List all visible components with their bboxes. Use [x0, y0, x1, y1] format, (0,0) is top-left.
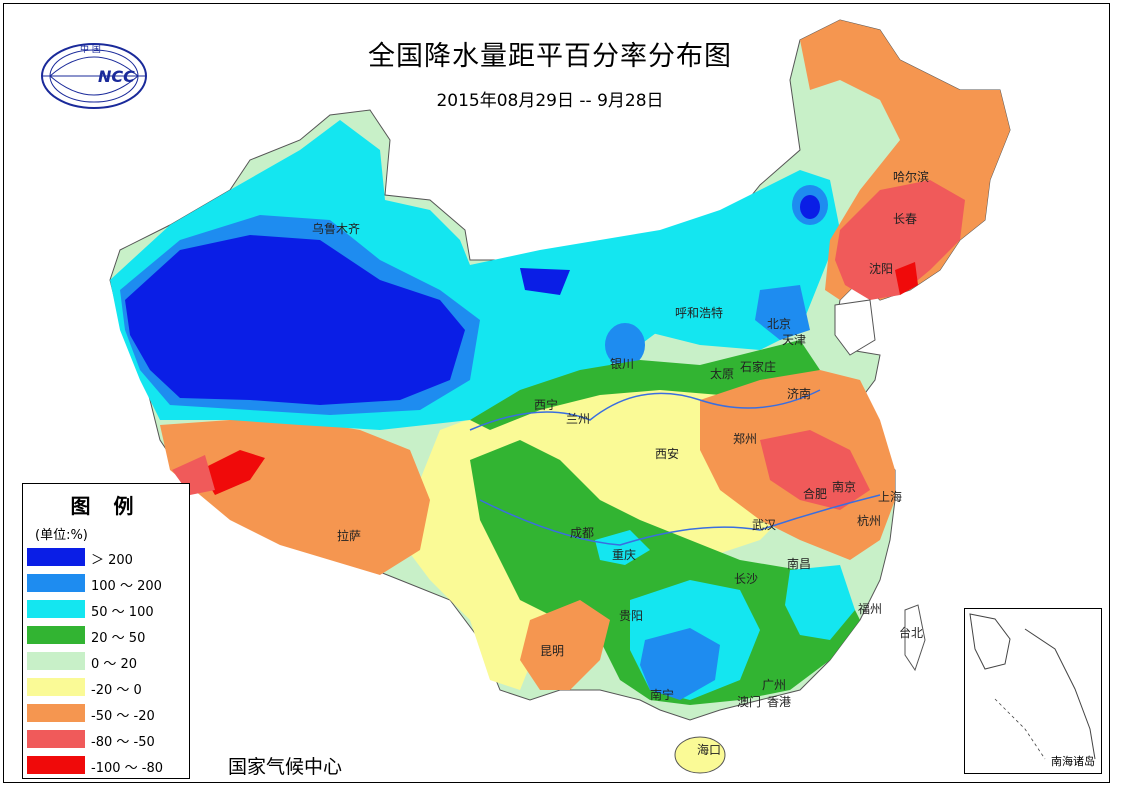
zone-southwest-green: [470, 440, 860, 705]
zone-green-belt: [470, 340, 820, 430]
date-range: 2015年08月29日 -- 9月28日: [436, 91, 664, 111]
legend-swatch: [27, 626, 85, 644]
legend-label: -100 ～ -80: [91, 761, 164, 776]
zone-east-red: [760, 430, 870, 510]
city-label: 贵阳: [619, 609, 644, 623]
city-label: 长沙: [734, 572, 759, 586]
city-label: 长春: [893, 212, 918, 226]
svg-text:NCC: NCC: [98, 67, 135, 86]
city-label: 武汉: [752, 518, 777, 532]
inset-label: 南海诸岛: [1051, 755, 1095, 768]
city-label: 石家庄: [740, 360, 777, 374]
city-label: 重庆: [612, 548, 637, 562]
zone-inner-mongolia-deep: [800, 195, 820, 219]
legend-row: -20 ～ 0: [27, 678, 187, 698]
legend-label: 50 ～ 100: [91, 605, 154, 620]
zone-north-blue: [520, 268, 570, 295]
city-label: 上海: [878, 490, 903, 504]
city-label: 拉萨: [337, 529, 362, 543]
legend-swatch: [27, 730, 85, 748]
legend-label: 100 ～ 200: [91, 579, 162, 594]
legend-label: -20 ～ 0: [91, 683, 142, 698]
zone-beijing-blue: [755, 285, 810, 340]
city-label: 澳门: [737, 695, 762, 709]
zone-chongqing-cyan: [595, 530, 650, 565]
city-label: 西宁: [534, 398, 559, 412]
legend-label: 0 ～ 20: [91, 657, 138, 672]
legend-label: -80 ～ -50: [91, 735, 155, 750]
legend-swatch: [27, 600, 85, 618]
city-label: 北京: [767, 317, 792, 331]
taiwan-island: [904, 604, 926, 672]
map-frame: [3, 3, 1110, 783]
city-label: 南京: [832, 480, 857, 494]
legend-row: 20 ～ 50: [27, 626, 187, 646]
city-label: 郑州: [733, 432, 758, 446]
zone-guangxi-blue: [640, 628, 720, 700]
legend-label: -50 ～ -20: [91, 709, 155, 724]
agency-name: 国家气候中心: [228, 756, 343, 778]
city-label: 杭州: [857, 514, 882, 528]
city-label: 银川: [610, 357, 635, 371]
city-label: 昆明: [540, 644, 565, 658]
city-label: 广州: [762, 678, 787, 692]
city-label: 天津: [782, 333, 807, 347]
legend-title: 图 例: [70, 494, 142, 518]
city-label: 哈尔滨: [893, 170, 930, 184]
legend-swatch: [27, 548, 85, 566]
map-title: 全国降水量距平百分率分布图: [368, 41, 732, 72]
legend-label: ＞ 200: [91, 553, 133, 568]
city-label: 合肥: [803, 487, 828, 501]
zone-north-cyan: [470, 170, 840, 350]
hainan-island: [674, 736, 726, 774]
zone-tibet-red: [200, 450, 265, 495]
legend-row: -100 ～ -80: [27, 756, 187, 776]
svg-text:中 国: 中 国: [80, 43, 101, 55]
city-label: 成都: [570, 526, 595, 540]
legend-row: 50 ～ 100: [27, 600, 187, 620]
zone-northwest-deep: [125, 235, 465, 405]
legend-row: -50 ～ -20: [27, 704, 187, 724]
legend-label: 20 ～ 50: [91, 631, 146, 646]
city-label: 台北: [899, 626, 924, 640]
yangtze-river: [479, 494, 881, 546]
legend-swatch: [27, 574, 85, 592]
zone-shenyang-red: [895, 262, 918, 295]
zone-yinchuan-blue: [605, 323, 645, 367]
inset-map: [969, 613, 1096, 760]
legend-row: 0 ～ 20: [27, 652, 187, 672]
ncc-logo: NCC 中 国: [41, 43, 147, 109]
city-label: 福州: [858, 602, 883, 616]
legend-swatch: [27, 652, 85, 670]
city-label: 南宁: [650, 688, 675, 702]
zone-northeast-red: [835, 180, 965, 300]
zone-yunnan-orange: [520, 600, 610, 690]
legend-swatch: [27, 704, 85, 722]
yellow-river: [469, 389, 821, 431]
city-label: 香港: [767, 695, 792, 709]
legend-row: 100 ～ 200: [27, 574, 187, 594]
zone-jiangxi-cyan: [785, 565, 855, 640]
city-label: 沈阳: [869, 262, 894, 276]
legend: 图 例 (单位:%) ＞ 200 100 ～ 200 50 ～ 100 20 ～…: [22, 483, 190, 779]
city-label: 南昌: [787, 557, 812, 571]
legend-row: ＞ 200: [27, 548, 187, 568]
city-label: 海口: [697, 743, 722, 757]
city-label: 兰州: [566, 412, 591, 426]
legend-swatch: [27, 678, 85, 696]
south-china-sea-inset: 南海诸岛: [964, 608, 1102, 774]
city-label: 太原: [710, 367, 735, 381]
city-label: 呼和浩特: [675, 306, 724, 320]
legend-unit: (单位:%): [35, 528, 88, 543]
legend-swatch: [27, 756, 85, 774]
legend-row: -80 ～ -50: [27, 730, 187, 750]
city-label: 乌鲁木齐: [312, 222, 361, 236]
city-label: 西安: [655, 447, 680, 461]
zone-tibet-salmon: [172, 455, 215, 495]
bohai-sea: [834, 299, 876, 356]
city-label: 济南: [787, 387, 812, 401]
zone-tibet-orange: [160, 420, 430, 575]
